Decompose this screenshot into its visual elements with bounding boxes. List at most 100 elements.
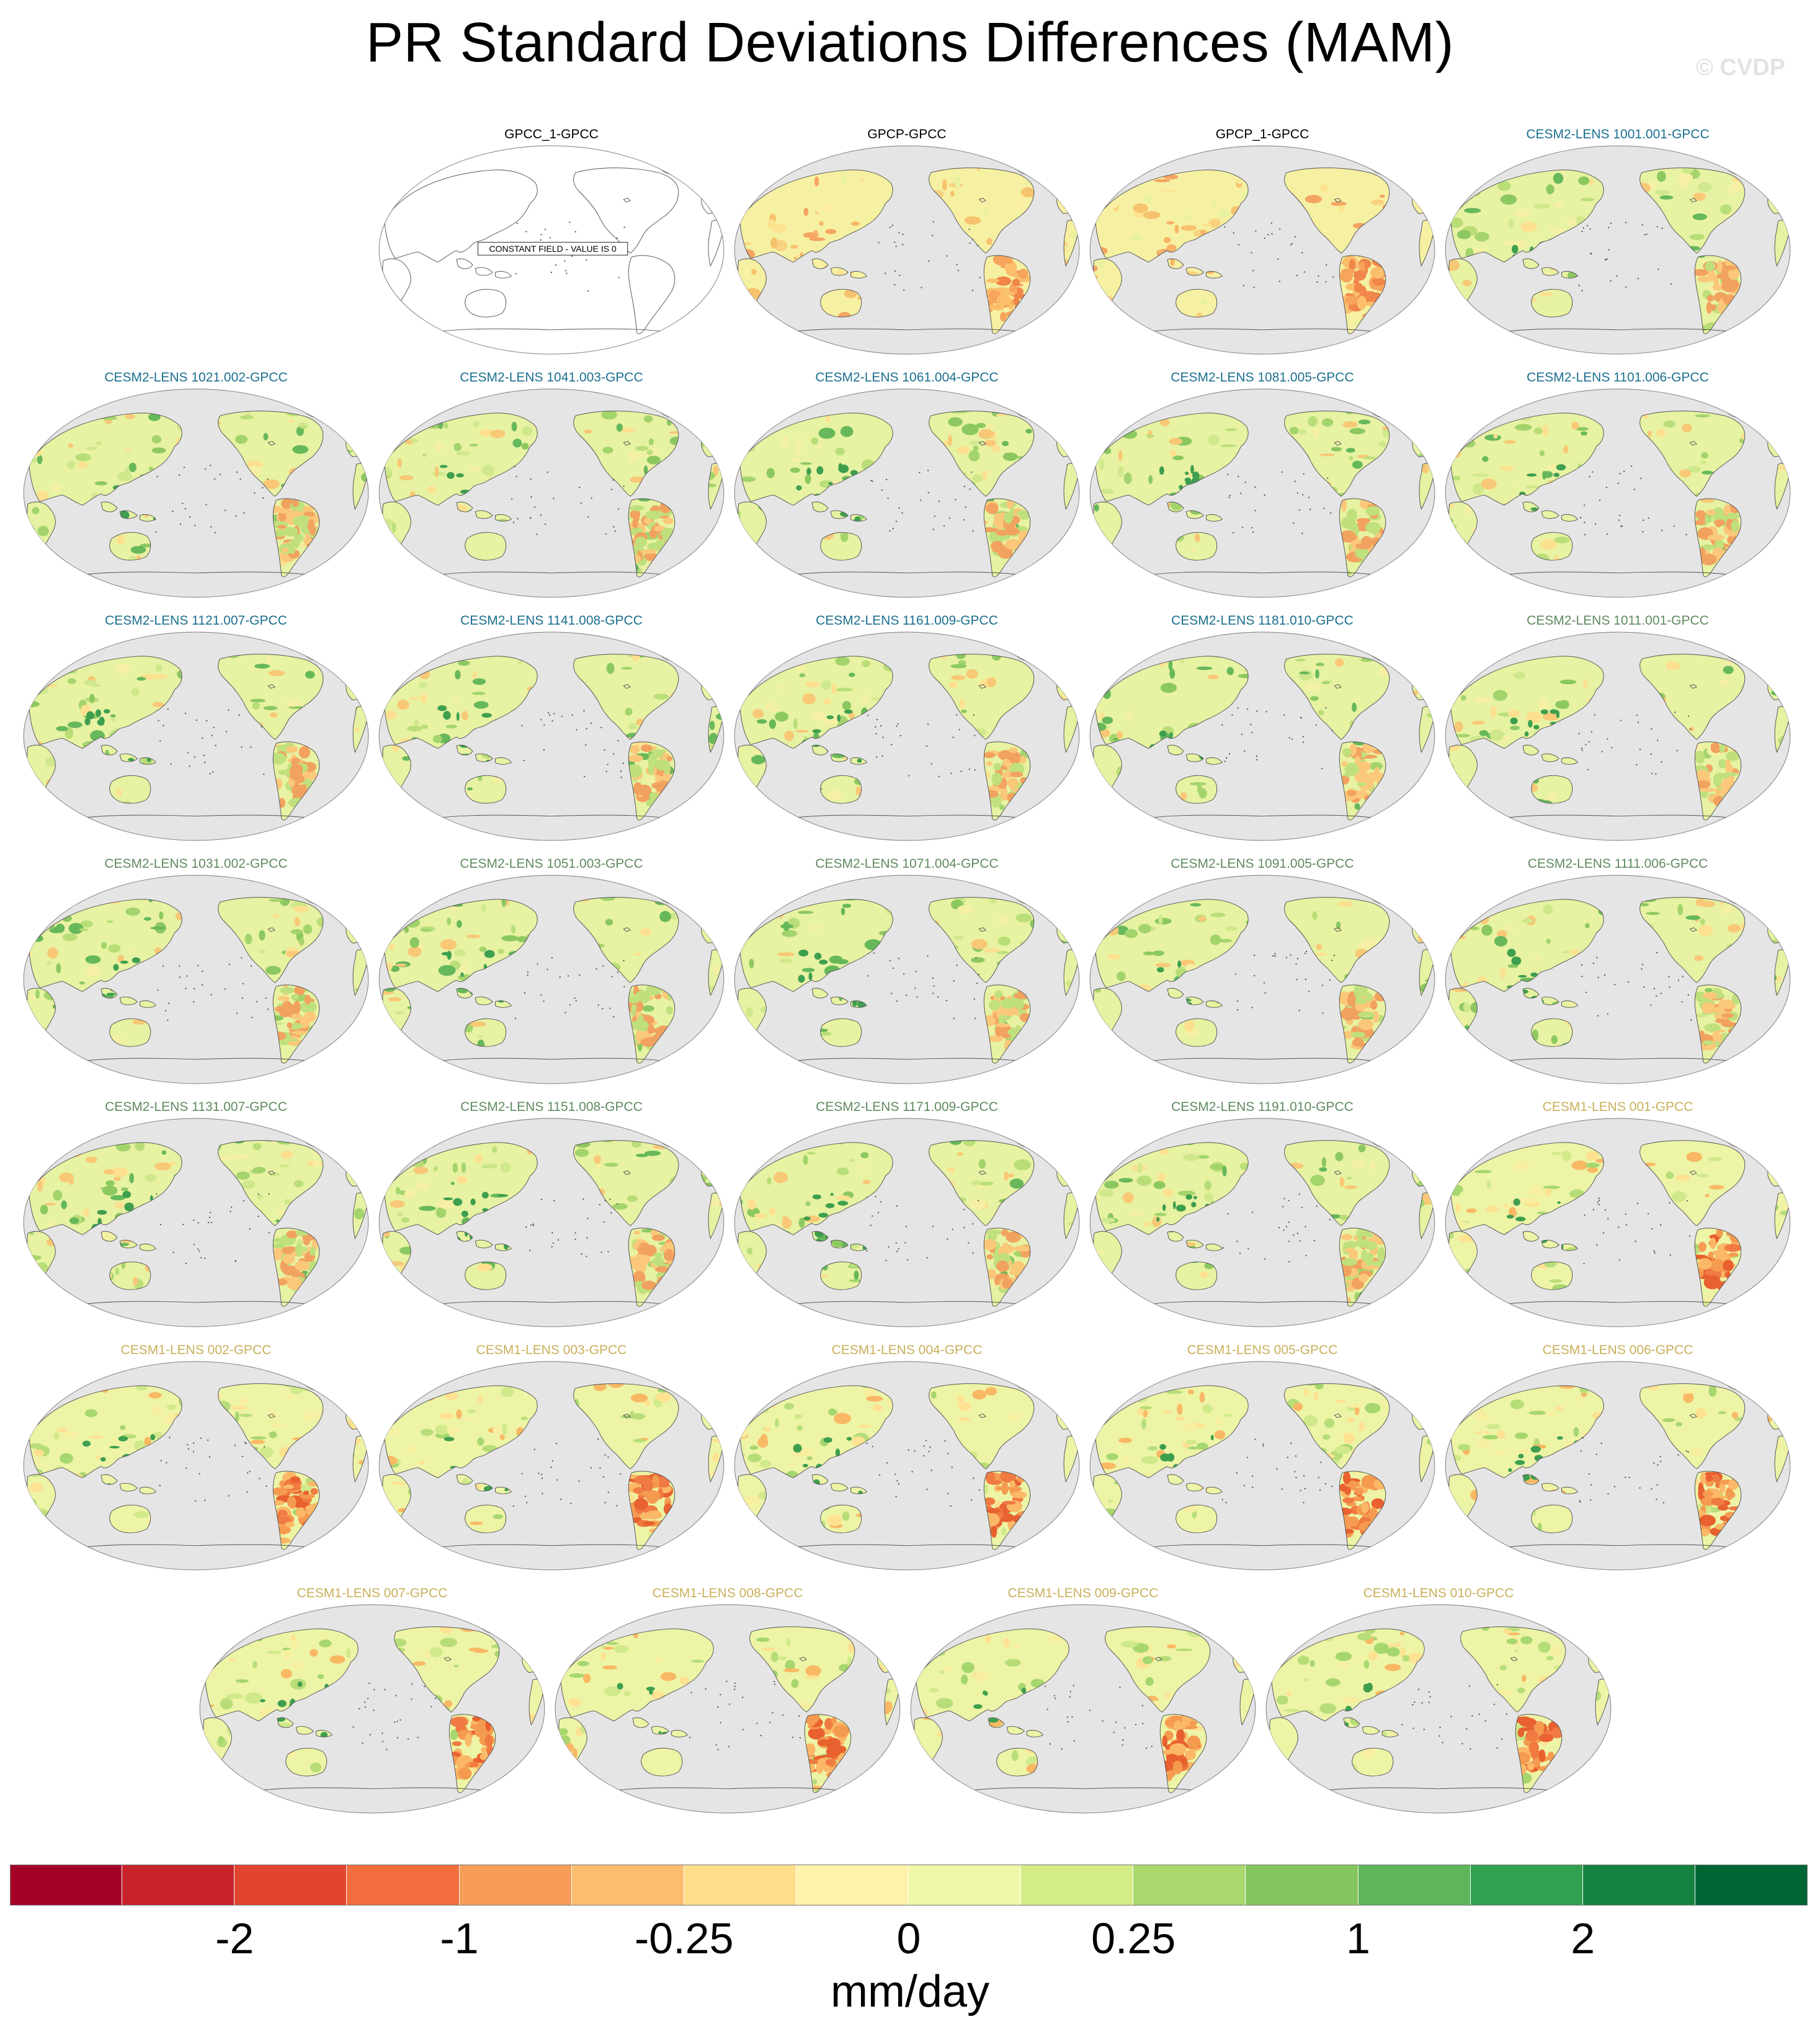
- island: [540, 514, 542, 516]
- antarctica-coastline: [424, 1058, 679, 1064]
- island: [1673, 525, 1675, 527]
- island: [1687, 1451, 1689, 1453]
- island: [259, 1478, 261, 1479]
- island: [1682, 976, 1684, 978]
- antarctica-coastline: [1491, 814, 1745, 821]
- island: [927, 723, 929, 725]
- island: [364, 1706, 367, 1708]
- island: [1252, 269, 1254, 272]
- island: [257, 1215, 259, 1218]
- island: [1243, 1485, 1246, 1487]
- map-panel: GPCC_1-GPCC CONSTANT FIELD - VALUE IS 0: [378, 127, 725, 363]
- island: [179, 965, 181, 967]
- island: [894, 270, 896, 272]
- island: [930, 763, 933, 765]
- island: [896, 1250, 898, 1252]
- island: [932, 992, 934, 994]
- coastline: [983, 741, 1031, 821]
- island: [932, 528, 934, 530]
- colorbar-tick-label: -1: [440, 1914, 479, 1963]
- island: [1331, 729, 1333, 732]
- island: [1506, 1713, 1508, 1715]
- island: [1151, 1745, 1153, 1747]
- coastline: [1522, 744, 1579, 765]
- island: [613, 1016, 615, 1018]
- island: [1628, 1476, 1631, 1479]
- antarctica-coastline: [1135, 571, 1390, 577]
- island: [881, 755, 883, 757]
- world-map: [23, 388, 369, 598]
- island: [381, 1741, 384, 1742]
- coastline: [277, 1717, 333, 1737]
- island: [1264, 1258, 1266, 1260]
- coastline: [1450, 656, 1604, 749]
- island: [249, 1228, 251, 1230]
- island: [597, 1004, 599, 1006]
- island: [1264, 237, 1265, 239]
- island: [877, 1211, 880, 1214]
- island: [1582, 1437, 1584, 1439]
- island: [517, 518, 519, 520]
- coastline: [1450, 1142, 1604, 1236]
- coastline: [384, 169, 538, 263]
- island: [1412, 1703, 1414, 1706]
- coastline: [1639, 1383, 1746, 1469]
- island: [921, 287, 922, 288]
- island: [197, 965, 199, 966]
- island: [1677, 979, 1680, 981]
- island: [1256, 755, 1258, 757]
- island: [542, 1492, 543, 1494]
- island: [1661, 761, 1662, 763]
- coastline: [739, 1142, 893, 1236]
- panel-title: CESM1-LENS 004-GPCC: [831, 1343, 983, 1357]
- island: [1587, 769, 1589, 771]
- island: [268, 1193, 270, 1195]
- coastline: [916, 1628, 1069, 1722]
- island: [728, 1745, 730, 1748]
- island: [1597, 1201, 1599, 1203]
- coastline: [1515, 1714, 1563, 1793]
- island: [262, 487, 264, 489]
- coastline: [29, 412, 182, 506]
- island: [1621, 525, 1623, 527]
- island: [1651, 1488, 1653, 1490]
- coastline: [29, 1142, 182, 1236]
- coastline: [1167, 258, 1223, 279]
- coastline: [983, 1228, 1031, 1307]
- island: [876, 756, 878, 758]
- map-panel: CESM2-LENS 1081.005-GPCC: [1089, 370, 1436, 606]
- coastline: [1339, 255, 1386, 334]
- island: [1585, 991, 1587, 994]
- colorbar-frame: [10, 1865, 1808, 1906]
- island: [529, 517, 532, 519]
- coastline: [1639, 411, 1746, 497]
- island: [870, 1224, 872, 1226]
- island: [943, 525, 945, 527]
- island: [538, 1473, 540, 1474]
- coastline: [804, 1714, 852, 1793]
- island: [1285, 956, 1288, 959]
- island: [602, 965, 604, 967]
- island: [1657, 739, 1659, 741]
- island: [1296, 958, 1299, 960]
- island: [1653, 1462, 1655, 1464]
- antarctica-coastline: [1491, 1544, 1745, 1550]
- island: [1588, 741, 1590, 743]
- island: [1141, 1705, 1144, 1706]
- island: [204, 1499, 206, 1501]
- coastline: [218, 897, 324, 983]
- island: [1251, 1475, 1254, 1478]
- island: [930, 1469, 932, 1471]
- panel-title: CESM1-LENS 003-GPCC: [476, 1343, 627, 1357]
- island: [1301, 252, 1303, 254]
- island: [396, 1721, 398, 1723]
- island: [1584, 533, 1586, 536]
- colorbar-segment: [347, 1865, 460, 1906]
- island: [1271, 233, 1273, 234]
- map-panel: CESM2-LENS 1091.005-GPCC: [1089, 857, 1436, 1092]
- island: [183, 466, 185, 468]
- island: [529, 1249, 531, 1252]
- island: [1122, 1739, 1124, 1741]
- island: [1321, 767, 1323, 769]
- island: [690, 1692, 692, 1693]
